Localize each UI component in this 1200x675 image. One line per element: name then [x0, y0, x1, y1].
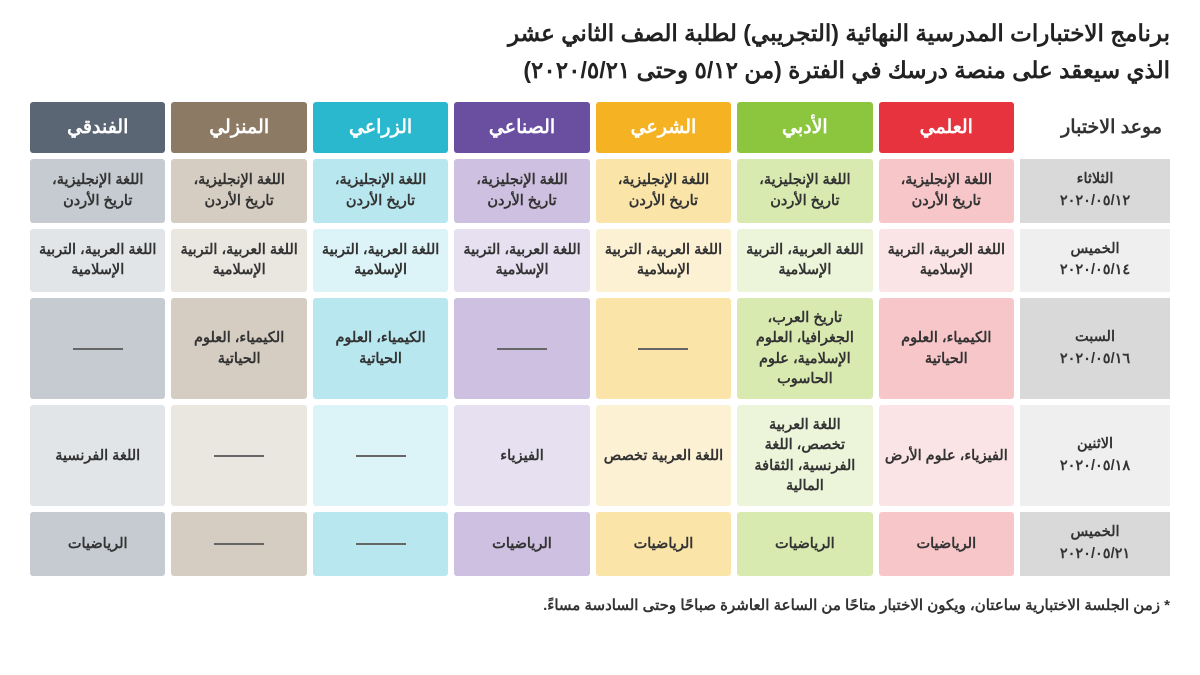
date-value: ٢٠٢٠/٠٥/١٤ [1060, 260, 1130, 282]
title-block: برنامج الاختبارات المدرسية النهائية (الت… [30, 20, 1170, 84]
day-name: الخميس [1070, 239, 1119, 261]
cell-scientific: الفيزياء، علوم الأرض [879, 405, 1014, 506]
cell-sharia: اللغة العربية، التربية الإسلامية [596, 229, 731, 293]
column-header-industrial: الصناعي [454, 102, 589, 153]
date-cell: الخميس٢٠٢٠/٠٥/٢١ [1020, 512, 1170, 576]
date-cell: الخميس٢٠٢٠/٠٥/١٤ [1020, 229, 1170, 293]
title-line-2: الذي سيعقد على منصة درسك في الفترة (من ٥… [30, 57, 1170, 84]
empty-dash [497, 348, 547, 350]
cell-agricultural: اللغة العربية، التربية الإسلامية [313, 229, 448, 293]
column-header-home: المنزلي [171, 102, 306, 153]
date-header: موعد الاختبار [1020, 102, 1170, 153]
cell-sharia [596, 298, 731, 399]
cell-hotel: اللغة الفرنسية [30, 405, 165, 506]
title-line-1: برنامج الاختبارات المدرسية النهائية (الت… [30, 20, 1170, 47]
cell-sharia: اللغة الإنجليزية، تاريخ الأردن [596, 159, 731, 223]
cell-hotel: اللغة العربية، التربية الإسلامية [30, 229, 165, 293]
column-header-literary: الأدبي [737, 102, 872, 153]
date-value: ٢٠٢٠/٠٥/٢١ [1060, 544, 1130, 566]
day-name: السبت [1075, 327, 1115, 349]
empty-dash [214, 543, 264, 545]
cell-scientific: اللغة الإنجليزية، تاريخ الأردن [879, 159, 1014, 223]
column-header-agricultural: الزراعي [313, 102, 448, 153]
column-header-hotel: الفندقي [30, 102, 165, 153]
empty-dash [214, 455, 264, 457]
cell-scientific: اللغة العربية، التربية الإسلامية [879, 229, 1014, 293]
footnote: * زمن الجلسة الاختبارية ساعتان، ويكون ال… [30, 596, 1170, 614]
cell-home [171, 405, 306, 506]
empty-dash [356, 543, 406, 545]
cell-literary: اللغة العربية، التربية الإسلامية [737, 229, 872, 293]
cell-hotel [30, 298, 165, 399]
cell-literary: اللغة الإنجليزية، تاريخ الأردن [737, 159, 872, 223]
exam-schedule-table: موعد الاختبارالعلميالأدبيالشرعيالصناعيال… [30, 102, 1170, 576]
cell-home: اللغة الإنجليزية، تاريخ الأردن [171, 159, 306, 223]
cell-literary: تاريخ العرب، الجغرافيا، العلوم الإسلامية… [737, 298, 872, 399]
cell-agricultural [313, 512, 448, 576]
cell-literary: الرياضيات [737, 512, 872, 576]
day-name: الاثنين [1077, 434, 1113, 456]
date-cell: السبت٢٠٢٠/٠٥/١٦ [1020, 298, 1170, 399]
cell-hotel: اللغة الإنجليزية، تاريخ الأردن [30, 159, 165, 223]
day-name: الخميس [1070, 522, 1119, 544]
cell-scientific: الرياضيات [879, 512, 1014, 576]
cell-agricultural [313, 405, 448, 506]
cell-home [171, 512, 306, 576]
cell-agricultural: اللغة الإنجليزية، تاريخ الأردن [313, 159, 448, 223]
date-cell: الثلاثاء٢٠٢٠/٠٥/١٢ [1020, 159, 1170, 223]
cell-industrial: الفيزياء [454, 405, 589, 506]
cell-literary: اللغة العربية تخصص، اللغة الفرنسية، الثق… [737, 405, 872, 506]
cell-sharia: اللغة العربية تخصص [596, 405, 731, 506]
date-value: ٢٠٢٠/٠٥/١٨ [1060, 456, 1130, 478]
cell-scientific: الكيمياء، العلوم الحياتية [879, 298, 1014, 399]
cell-industrial: اللغة الإنجليزية، تاريخ الأردن [454, 159, 589, 223]
cell-agricultural: الكيمياء، العلوم الحياتية [313, 298, 448, 399]
date-value: ٢٠٢٠/٠٥/١٢ [1060, 191, 1130, 213]
empty-dash [73, 348, 123, 350]
column-header-scientific: العلمي [879, 102, 1014, 153]
cell-industrial [454, 298, 589, 399]
cell-hotel: الرياضيات [30, 512, 165, 576]
cell-industrial: الرياضيات [454, 512, 589, 576]
day-name: الثلاثاء [1077, 169, 1114, 191]
cell-industrial: اللغة العربية، التربية الإسلامية [454, 229, 589, 293]
empty-dash [638, 348, 688, 350]
cell-home: اللغة العربية، التربية الإسلامية [171, 229, 306, 293]
cell-home: الكيمياء، العلوم الحياتية [171, 298, 306, 399]
date-cell: الاثنين٢٠٢٠/٠٥/١٨ [1020, 405, 1170, 506]
empty-dash [356, 455, 406, 457]
column-header-sharia: الشرعي [596, 102, 731, 153]
date-value: ٢٠٢٠/٠٥/١٦ [1060, 349, 1130, 371]
cell-sharia: الرياضيات [596, 512, 731, 576]
